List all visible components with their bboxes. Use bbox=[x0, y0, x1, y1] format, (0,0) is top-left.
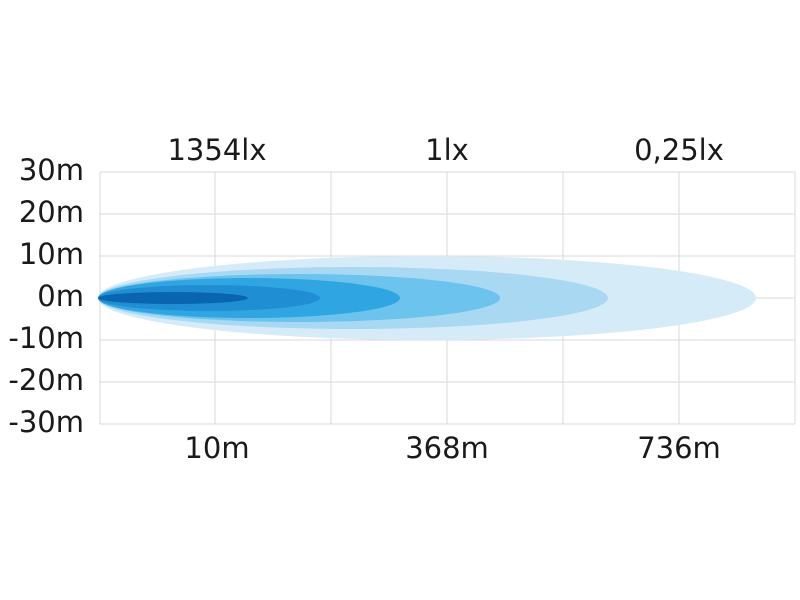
distance-label: 10m bbox=[184, 431, 249, 465]
y-label: 10m bbox=[19, 237, 84, 271]
y-axis-labels: 30m 20m 10m 0m -10m -20m -30m bbox=[8, 153, 84, 439]
y-label: 20m bbox=[19, 195, 84, 229]
y-label: -30m bbox=[8, 405, 84, 439]
distance-label: 368m bbox=[405, 431, 489, 465]
distance-label: 736m bbox=[637, 431, 721, 465]
beam bbox=[98, 256, 756, 340]
bottom-labels: 10m 368m 736m bbox=[184, 431, 720, 465]
y-label: 30m bbox=[19, 153, 84, 187]
top-labels: 1354lx 1lx 0,25lx bbox=[167, 133, 723, 167]
lux-label: 1lx bbox=[425, 133, 469, 167]
lux-label: 1354lx bbox=[167, 133, 266, 167]
y-label: 0m bbox=[37, 279, 84, 313]
y-label: -20m bbox=[8, 363, 84, 397]
y-label: -10m bbox=[8, 321, 84, 355]
lux-label: 0,25lx bbox=[634, 133, 724, 167]
